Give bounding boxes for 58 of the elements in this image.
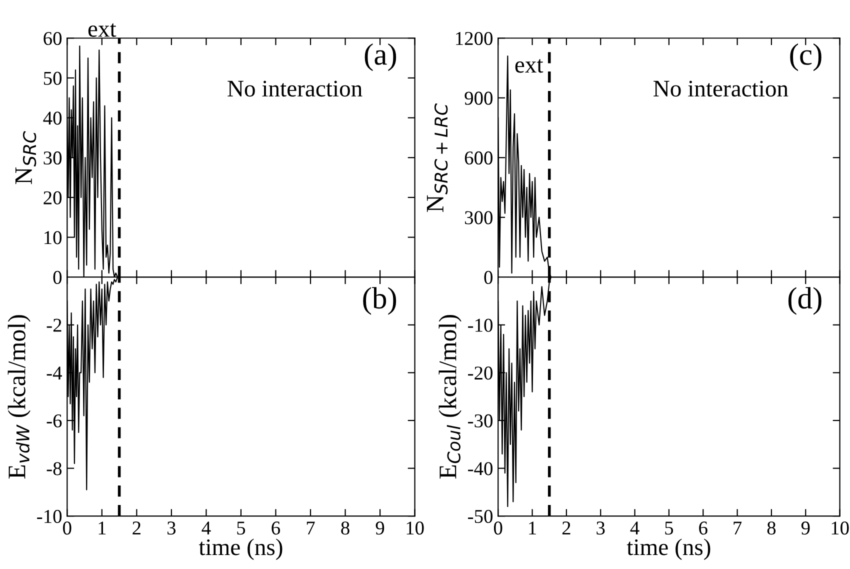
y-tick-label: 0 <box>484 270 492 284</box>
y-tick-label: -50 <box>468 510 492 524</box>
y-axis-title: N$_{SRC}$ <box>15 131 36 184</box>
x-axis-title: time (ns) <box>626 538 710 560</box>
x-tick-label: 3 <box>168 522 176 535</box>
y-tick-label: 0 <box>53 270 62 284</box>
y-tick-label: -8 <box>46 462 62 476</box>
y-tick-label: 600 <box>464 151 492 165</box>
x-tick-label: 6 <box>699 522 708 535</box>
y-tick-label: -4 <box>46 366 62 380</box>
x-tick-label: 1 <box>98 522 106 534</box>
y-tick-label: 30 <box>44 151 62 165</box>
x-tick-label: 2 <box>132 522 140 534</box>
y-tick-label: 900 <box>464 92 492 105</box>
annotation: (d) <box>788 287 822 315</box>
annotation: (b) <box>363 287 396 315</box>
y-tick-label: -10 <box>468 318 492 332</box>
x-tick-label: 1 <box>529 522 536 534</box>
x-tick-label: 9 <box>801 522 810 535</box>
x-tick-label: 10 <box>832 522 849 535</box>
y-tick-label: 50 <box>44 72 62 85</box>
annotation: No interaction <box>654 80 788 97</box>
x-tick-label: 10 <box>406 522 424 535</box>
x-tick-label: 3 <box>596 522 605 535</box>
y-tick-label: 20 <box>44 191 62 204</box>
y-tick-label: -30 <box>468 414 492 428</box>
y-axis-title: N$_{SRC+LRC}$ <box>426 103 448 212</box>
x-tick-label: 6 <box>272 522 280 535</box>
x-axis-title: time (ns) <box>198 538 282 560</box>
x-tick-label: 7 <box>306 522 315 534</box>
x-tick-label: 5 <box>237 522 246 535</box>
annotation: ext <box>515 59 544 73</box>
y-tick-label: 300 <box>465 211 492 224</box>
y-axis-title: E$_{Coul}$ (kcal/mol) <box>438 314 462 479</box>
x-tick-label: 7 <box>734 522 742 534</box>
x-tick-label: 2 <box>562 522 570 534</box>
x-tick-label: 8 <box>767 522 776 535</box>
x-tick-label: 5 <box>665 522 674 535</box>
y-tick-label: -10 <box>37 510 62 524</box>
y-tick-label: 60 <box>44 32 62 46</box>
x-tick-label: 0 <box>63 522 72 535</box>
y-tick-label: -2 <box>46 318 62 332</box>
x-tick-label: 4 <box>202 522 211 534</box>
y-tick-label: -40 <box>468 462 492 476</box>
x-tick-label: 4 <box>630 522 640 534</box>
x-tick-label: 9 <box>376 522 384 535</box>
y-tick-label: 1200 <box>456 32 492 46</box>
annotation: (c) <box>790 43 822 72</box>
x-tick-label: 8 <box>341 522 350 535</box>
y-tick-label: 10 <box>44 231 62 244</box>
annotation: No interaction <box>228 80 362 97</box>
y-tick-label: -20 <box>468 366 492 380</box>
annotation: (a) <box>364 43 396 72</box>
y-axis-title: E$_{vdW}$ (kcal/mol) <box>8 315 30 479</box>
x-tick-label: 0 <box>494 522 502 535</box>
y-tick-label: 40 <box>43 112 62 125</box>
y-tick-label: -6 <box>46 414 62 428</box>
text: ext <box>88 23 116 37</box>
